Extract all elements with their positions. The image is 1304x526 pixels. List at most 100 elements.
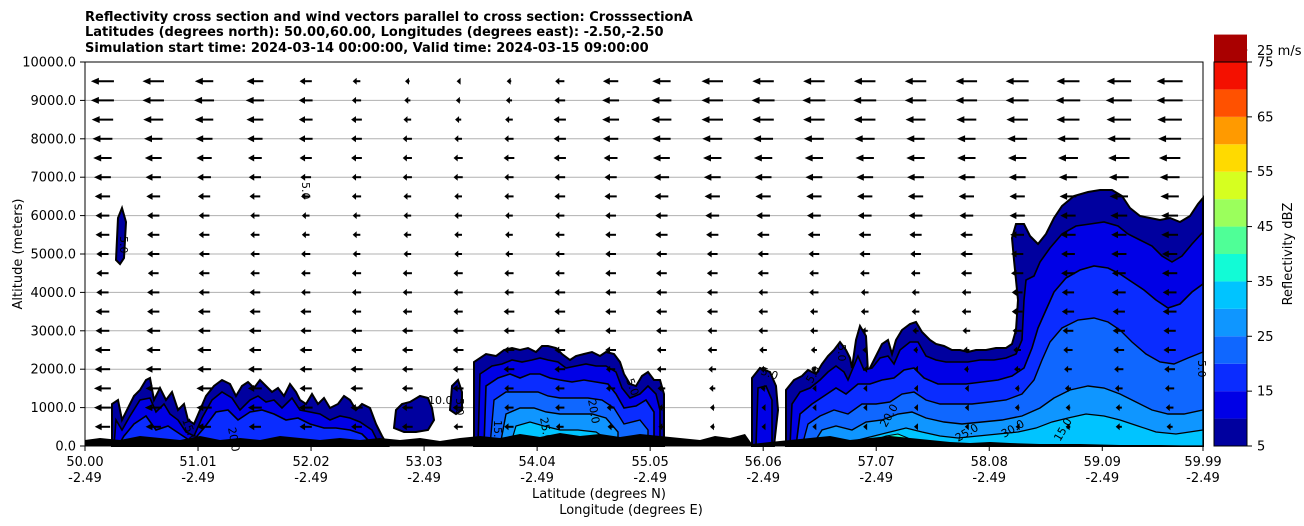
wind-vector [652,77,671,85]
wind-vector [656,346,667,354]
wind-vector [707,327,717,335]
wind-vector [147,212,160,220]
wind-vector [555,77,565,85]
colorbar-label: Reflectivity dBZ [1281,203,1296,306]
wind-vector [757,250,769,258]
wind-vector [298,135,313,143]
wind-vector [351,308,362,316]
wind-vector [955,96,978,104]
wind-vector [863,384,868,392]
wind-vector [452,404,464,412]
wind-vector [554,96,566,104]
wind-vector [803,135,824,143]
colorbar-swatch [1214,144,1247,172]
wind-vector [751,96,775,104]
x-tick-label-lat: 52.02 [292,455,329,470]
wind-vector [249,288,261,296]
x-tick-label-lon: -2.49 [520,471,554,486]
wind-vector [506,77,512,85]
wind-vector [957,173,975,181]
wind-vector [195,135,213,143]
wind-vector [505,116,513,124]
wind-vector [142,96,164,104]
wind-vector [94,423,111,431]
wind-vector [605,250,616,258]
wind-vector [853,116,876,124]
wind-vector [1164,384,1175,392]
wind-vector [145,384,161,392]
wind-vector [1014,384,1020,392]
colorbar-swatch [1214,418,1247,446]
wind-vector [1064,384,1072,392]
wind-vector [504,269,514,277]
wind-vector [1160,192,1179,200]
wind-vector [656,308,667,316]
wind-vector [1060,212,1076,220]
wind-vector [1159,173,1180,181]
y-tick-label: 2000.0 [31,363,77,378]
wind-vector [197,308,211,316]
contour-label: 10.0 [428,394,453,407]
wind-vector [503,327,515,335]
wind-vector [350,384,363,392]
wind-vector [301,212,310,220]
wind-vector [351,288,362,296]
colorbar: 5 15 25 35 45 55 65 75 [1213,34,1274,455]
wind-vector [1056,116,1080,124]
wind-vector [909,231,922,239]
wind-vector [554,173,566,181]
wind-vector [351,327,362,335]
wind-vector [401,327,413,335]
colorbar-swatch [1214,281,1247,309]
wind-vector [452,327,464,335]
x-tick-label-lon: -2.49 [859,471,893,486]
wind-vector [1114,365,1124,373]
wind-vector [709,384,716,392]
x-tick-label-lon: -2.49 [746,471,780,486]
wind-vector [94,346,111,354]
wind-vector [809,288,819,296]
wind-vector [709,404,715,412]
wind-vector [910,269,921,277]
wind-vector [760,384,766,392]
wind-vector [146,346,161,354]
wind-vector [94,365,111,373]
contour-label: 5.0 [299,182,312,200]
wind-vector [299,423,312,431]
wind-vector [706,231,719,239]
contour-label: 25.0 [537,416,554,442]
wind-vector [1165,404,1174,412]
wind-vector [807,231,821,239]
wind-vector [555,404,565,412]
wind-vector [656,250,667,258]
wind-vector [454,231,462,239]
colorbar-swatch [1214,62,1247,90]
wind-vector [1111,269,1126,277]
wind-vector [453,269,463,277]
wind-vector [860,308,869,316]
wind-vector [964,384,969,392]
wind-vector [759,365,767,373]
wind-vector [96,269,109,277]
wind-vector [656,288,667,296]
wind-vector [146,327,161,335]
wind-vector [1114,384,1123,392]
x-tick-label-lat: 59.99 [1184,455,1221,470]
wind-vector [604,192,617,200]
wind-vector [752,116,774,124]
colorbar-swatch [1214,199,1247,227]
wind-vector [812,384,817,392]
colorbar-swatch [1214,254,1247,282]
terrain [85,433,1203,446]
wind-vector [504,173,514,181]
wind-vector [503,308,515,316]
wind-vector [194,116,214,124]
wind-vector [1106,77,1132,85]
wind-vector [249,192,261,200]
wind-vector [1115,404,1122,412]
wind-vector [701,116,723,124]
wind-vector [803,77,825,85]
colorbar-tick-label: 75 [1257,56,1274,71]
wind-vector [810,327,818,335]
contour-label: 15.0 [491,420,504,445]
